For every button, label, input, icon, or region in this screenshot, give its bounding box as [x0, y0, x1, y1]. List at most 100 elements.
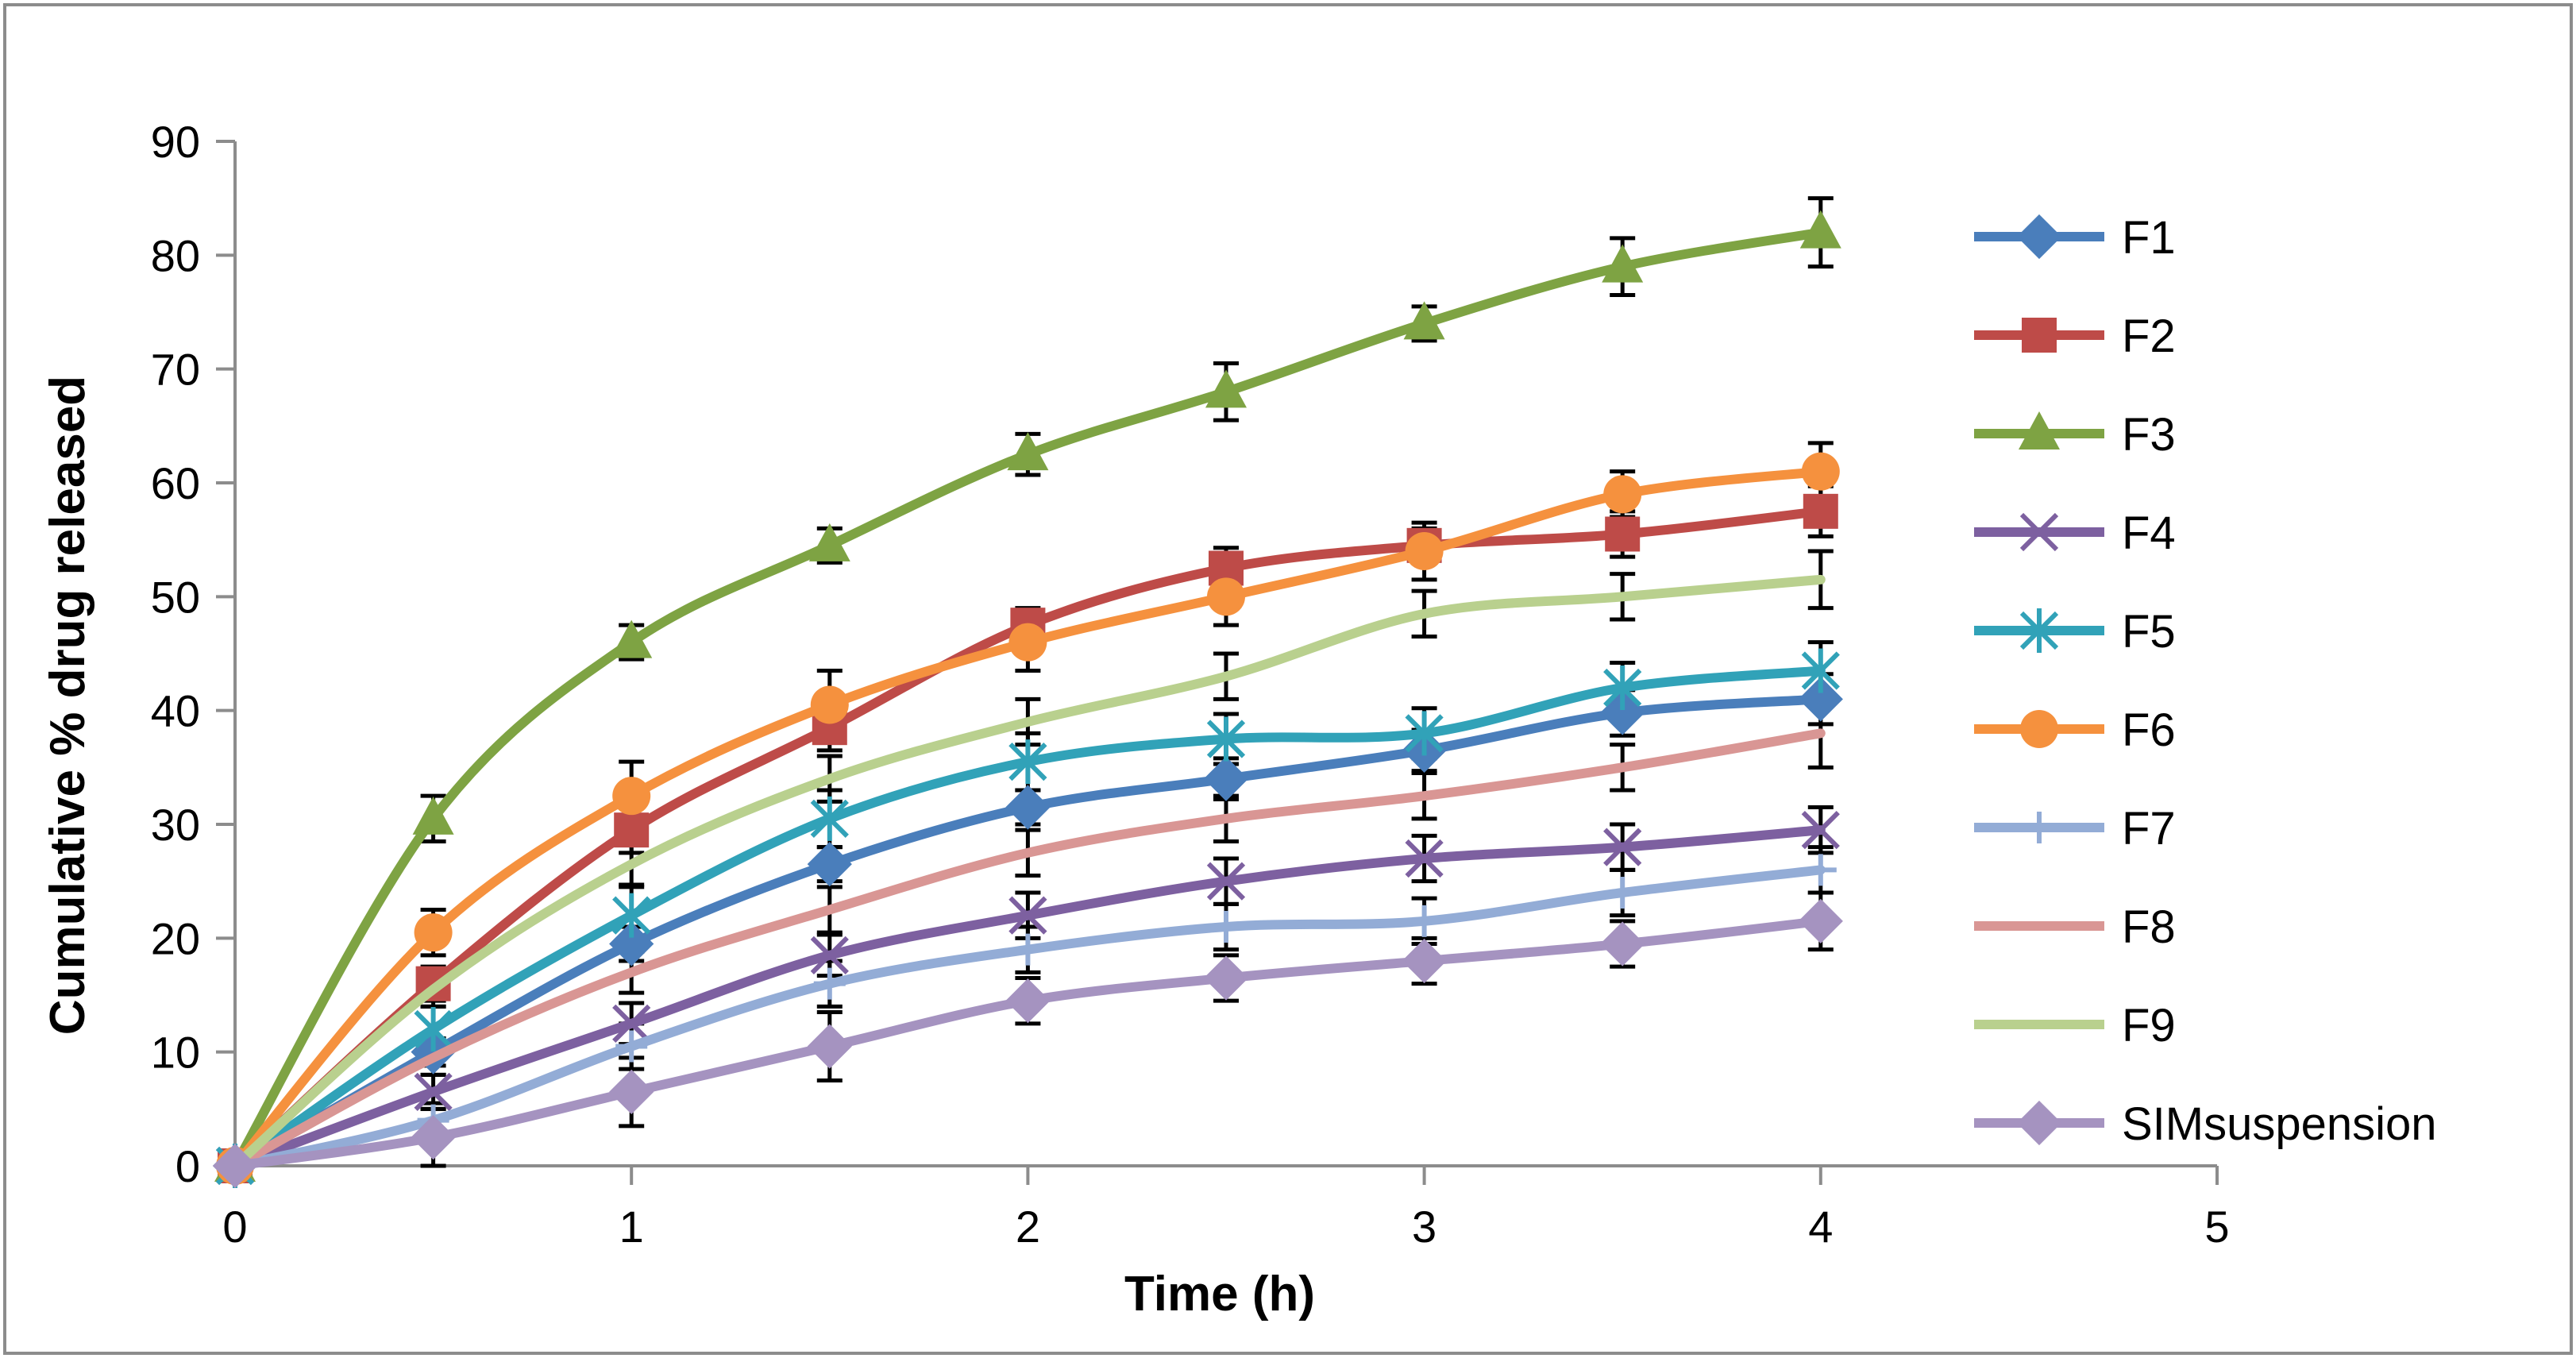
legend-swatch-marker	[2019, 411, 2060, 449]
x-axis-title: Time (h)	[1124, 1267, 1315, 1321]
data-point	[1206, 716, 1246, 762]
data-point	[810, 796, 849, 841]
data-point	[612, 777, 651, 816]
data-point	[609, 1069, 654, 1114]
series-f8	[230, 728, 1826, 1171]
data-point	[1798, 677, 1843, 722]
data-point	[212, 1143, 258, 1189]
legend-label: F9	[2122, 1000, 2176, 1051]
data-point	[1008, 623, 1047, 662]
legend-swatch-marker	[2023, 812, 2055, 843]
legend-item: F7	[1974, 803, 2176, 855]
data-point	[615, 1030, 648, 1063]
legend-label: F2	[2122, 311, 2176, 362]
legend-label: F4	[2122, 507, 2176, 559]
data-point	[414, 913, 453, 952]
data-point	[1803, 493, 1838, 529]
data-point	[1798, 898, 1843, 943]
legend-swatch-marker	[2019, 512, 2059, 552]
data-point	[612, 893, 651, 938]
data-point	[612, 1004, 651, 1043]
legend-label: F5	[2122, 606, 2176, 658]
legend-label: F3	[2122, 409, 2176, 461]
data-point	[810, 936, 849, 974]
data-point	[1606, 877, 1639, 909]
data-point	[808, 523, 850, 561]
y-tick-label: 70	[151, 345, 200, 395]
data-point	[807, 1024, 852, 1069]
data-point	[1801, 648, 1840, 693]
y-tick-label: 40	[151, 686, 200, 736]
legend-swatch-marker	[2016, 214, 2062, 260]
legend-item: SIMsuspension	[1974, 1098, 2437, 1150]
data-point	[611, 619, 653, 658]
legend-item: F5	[1974, 606, 2176, 658]
legend-label: SIMsuspension	[2122, 1098, 2437, 1150]
legend-swatch-marker	[2019, 608, 2059, 653]
data-point	[1005, 978, 1051, 1024]
legend-swatch-marker	[2016, 1100, 2062, 1146]
data-point	[1008, 896, 1047, 935]
series-line	[230, 728, 1826, 1171]
series-f3	[214, 210, 1841, 1182]
series-line	[230, 666, 1826, 1171]
data-point	[414, 1072, 453, 1111]
series-f4	[215, 811, 1840, 1186]
data-point	[1210, 911, 1242, 943]
legend-label: F6	[2122, 704, 2176, 756]
y-tick-label: 90	[151, 117, 200, 167]
chart-border	[3, 3, 2573, 1355]
y-tick-label: 80	[151, 230, 200, 280]
data-point	[1007, 432, 1049, 471]
data-point	[1405, 839, 1444, 878]
data-point	[1405, 711, 1444, 756]
legend-label: F7	[2122, 803, 2176, 855]
data-point	[414, 1007, 453, 1051]
data-point	[1603, 828, 1642, 866]
legend-item: F6	[1974, 704, 2176, 756]
data-point	[1207, 577, 1245, 616]
y-tick-label: 50	[151, 572, 200, 622]
data-point	[1203, 756, 1249, 801]
data-point	[1801, 811, 1840, 850]
x-tick-label: 0	[222, 1202, 247, 1252]
data-point	[614, 812, 650, 848]
x-tick-label: 3	[1412, 1202, 1436, 1252]
plot-area: 0 10 20 30 40 50 60 70 80 90 0 1 2 3 4 5	[151, 117, 2230, 1252]
data-point	[1600, 690, 1645, 735]
data-point	[412, 796, 454, 835]
data-point	[1603, 666, 1642, 710]
series-line	[230, 825, 1826, 1171]
data-point	[1203, 955, 1249, 1001]
data-point	[609, 921, 654, 967]
legend-label: F1	[2122, 212, 2176, 264]
legend-item: F9	[1974, 1000, 2176, 1051]
data-point	[1005, 785, 1051, 830]
data-point	[1408, 905, 1440, 937]
y-tick-label: 10	[151, 1028, 200, 1078]
legend-item: F8	[1974, 901, 2176, 953]
y-axis-title: Cumulative % drug released	[40, 376, 95, 1035]
legend-item: F4	[1974, 507, 2176, 559]
data-point	[1600, 921, 1645, 967]
data-point	[810, 685, 849, 724]
data-point	[1605, 516, 1641, 552]
data-point	[1402, 938, 1447, 984]
legend-swatch-marker	[2022, 318, 2057, 353]
legend: F1 F2 F3 F4 F5 F6 F7 F8 F9 SIMsuspension	[1974, 212, 2437, 1150]
y-tick-label: 0	[175, 1141, 200, 1191]
data-point	[1801, 452, 1840, 491]
legend-item: F3	[1974, 409, 2176, 461]
data-point	[1603, 475, 1642, 514]
x-tick-label: 2	[1016, 1202, 1040, 1252]
y-tick-label: 30	[151, 800, 200, 850]
data-point	[411, 1115, 456, 1160]
series-line	[230, 574, 1826, 1171]
data-point	[813, 967, 846, 1000]
data-point	[1403, 301, 1445, 340]
data-point	[1206, 862, 1246, 901]
data-point	[1405, 532, 1444, 570]
data-point	[1012, 933, 1044, 966]
legend-item: F2	[1974, 311, 2176, 362]
